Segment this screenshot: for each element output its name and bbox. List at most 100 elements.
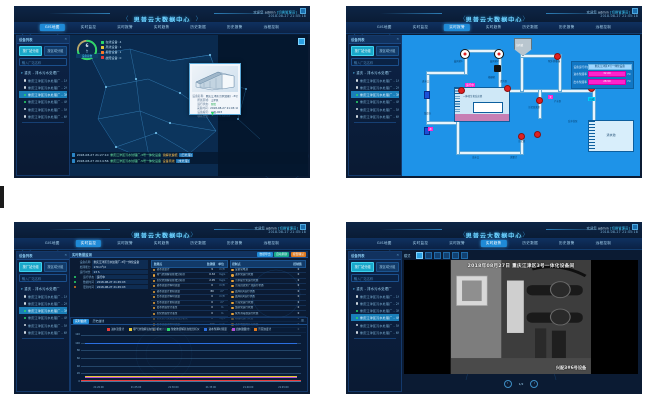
tab-remote-control[interactable]: 远程控制 (595, 241, 612, 246)
tree-node-3[interactable]: 重庆江津区污水处理厂 - 3号一体化设备 (351, 307, 399, 314)
close-icon[interactable]: ✕ (396, 253, 399, 258)
segment-by-station[interactable]: 按厂站分组 (19, 46, 43, 56)
close-icon[interactable]: ✕ (64, 253, 67, 258)
search-input[interactable]: 输入厂站名称 ⌕ (351, 273, 399, 283)
ticker-row-2[interactable]: 2018-08-27 20:14:56 重庆江津区污水处理厂-5号一体化设备 设… (70, 158, 308, 164)
inlet-freq-field[interactable]: 32.00 (588, 71, 626, 78)
tab-remote-control[interactable]: 远程控制 (263, 25, 280, 30)
tab-realtime-monitor[interactable]: 实时监控 (412, 25, 429, 30)
map-marker-selected[interactable] (211, 112, 214, 116)
valve-7[interactable] (534, 131, 541, 138)
tree-node-6[interactable]: 重庆江津区污水处理厂 - 6号一体化设备 (351, 329, 399, 336)
layout-4x4-button[interactable] (443, 252, 450, 260)
tree-node-6[interactable]: 重庆江津区污水处理厂 - 6号一体化设备 (19, 113, 67, 120)
logout-icon[interactable] (632, 224, 638, 230)
tab-history-alarm[interactable]: 历史报警 (226, 241, 243, 246)
layout-3x3-button[interactable] (434, 252, 441, 260)
tree-root[interactable]: ▾ 重庆 - 排水污水处理厂 (21, 71, 60, 76)
blower-gauge-2[interactable] (494, 49, 504, 59)
tab-realtime-trend[interactable]: 实时趋势 (153, 241, 170, 246)
search-input[interactable]: 输入厂站名称 ⌕ (19, 273, 67, 283)
segment-by-station[interactable]: 按厂站分组 (351, 262, 375, 272)
segment-by-station[interactable]: 按厂站分组 (19, 262, 43, 272)
segment-by-region[interactable]: 按区域分组 (43, 262, 67, 272)
gis-map[interactable]: 6 台 设备总数 在线设备: 4 离线设备: 1 报警设备: 1 故障设备: 0 (70, 35, 308, 176)
tree-node-2[interactable]: 重庆江津区污水处理厂 - 2号一体化设备 (19, 84, 67, 91)
tree-node-1[interactable]: 重庆江津区污水处理厂 - 1号一体化设备 (19, 293, 67, 300)
tree-node-3[interactable]: 重庆江津区污水处理厂 - 3号一体化设备 (351, 91, 399, 99)
device-info-popup[interactable]: 设备名称:重庆江津区污水处理厂-3号一体化设备 所属区域:江津区 运行状态:在线… (189, 63, 241, 117)
search-icon[interactable]: ⌕ (22, 59, 24, 64)
ticker-row-1[interactable]: 2018-08-27 21:27:10 重庆江津区污水处理厂-3号一体化设备 溶… (70, 152, 308, 158)
switch-admin-link[interactable]: [切换管理员] (610, 10, 630, 15)
search-icon[interactable]: ⌕ (354, 59, 356, 64)
tree-node-5[interactable]: 重庆江津区污水处理厂 - 5号一体化设备 (351, 321, 399, 328)
tree-node-5[interactable]: 重庆江津区污水处理厂 - 5号一体化设备 (351, 105, 399, 112)
tab-history-alarm[interactable]: 历史报警 (558, 241, 575, 246)
tab-history-data[interactable]: 历史数据 (522, 25, 538, 30)
menu-icon[interactable]: ☰ (301, 319, 304, 323)
fan-icon[interactable] (494, 65, 501, 72)
tree-node-1[interactable]: 重庆江津区污水处理厂 - 1号一体化设备 (19, 77, 67, 84)
segment-by-station[interactable]: 按厂站分组 (351, 46, 375, 56)
tree-node-6[interactable]: 重庆江津区污水处理厂 - 6号一体化设备 (351, 113, 399, 120)
search-icon[interactable]: ⌕ (22, 275, 24, 280)
tab-realtime-alarm[interactable]: 实时报警 (117, 241, 133, 246)
dosing-silo[interactable] (514, 38, 532, 56)
valve-3[interactable] (536, 97, 543, 104)
tree-node-3[interactable]: 重庆江津区污水处理厂 - 3号一体化设备 (19, 91, 67, 99)
tab-realtime-monitor[interactable]: 实时监控 (80, 25, 97, 30)
tab-gis-map[interactable]: GIS地图 (44, 241, 60, 246)
tree-node-4[interactable]: 重庆江津区污水处理厂 - 4号一体化设备 (351, 314, 399, 322)
auto-refresh-button[interactable]: 自动刷新 (274, 251, 290, 257)
outlet-freq-field[interactable]: 28.50 (588, 78, 626, 86)
tab-realtime-alarm[interactable]: 实时报警 (449, 241, 465, 246)
tab-realtime-trend[interactable]: 实时趋势 (480, 240, 507, 248)
tree-node-1[interactable]: 重庆江津区污水处理厂 - 1号一体化设备 (351, 293, 399, 300)
tab-remote-control[interactable]: 远程控制 (263, 241, 280, 246)
tab-gis-map[interactable]: GIS地图 (39, 24, 65, 32)
tree-node-4[interactable]: 重庆江津区污水处理厂 - 4号一体化设备 (19, 314, 67, 321)
tree-root[interactable]: ▾ 重庆 - 排水污水处理厂 (353, 287, 392, 292)
tab-history-data[interactable]: 历史数据 (190, 25, 206, 30)
tree-node-2[interactable]: 重庆江津区污水处理厂 - 2号一体化设备 (19, 300, 67, 307)
tab-realtime-monitor[interactable]: 实时监控 (75, 240, 102, 248)
tree-root[interactable]: ▾ 重庆 - 排水污水处理厂 (21, 287, 60, 292)
tab-realtime-monitor[interactable]: 实时监控 (412, 241, 429, 246)
tab-realtime-alarm[interactable]: 实时报警 (117, 25, 133, 30)
layout-wide-button[interactable] (452, 252, 459, 260)
fullscreen-icon[interactable] (298, 38, 305, 45)
switch-admin-link[interactable]: [切换管理员] (610, 226, 630, 231)
tree-node-4[interactable]: 重庆江津区污水处理厂 - 4号一体化设备 (19, 98, 67, 105)
search-input[interactable]: 输入厂站名称 ⌕ (19, 57, 67, 67)
butterfly-valve-1[interactable] (424, 91, 430, 99)
segment-by-region[interactable]: 按区域分组 (375, 262, 399, 272)
switch-admin-link[interactable]: [切换管理员] (276, 10, 297, 15)
close-icon[interactable]: ✕ (396, 37, 399, 42)
layout-1x1-button[interactable] (416, 252, 423, 260)
logout-icon[interactable] (300, 8, 306, 14)
tree-node-4[interactable]: 重庆江津区污水处理厂 - 4号一体化设备 (351, 98, 399, 105)
tab-realtime-trend[interactable]: 实时趋势 (153, 25, 170, 30)
tab-history-data[interactable]: 历史数据 (522, 241, 538, 246)
valve-4[interactable] (554, 53, 561, 60)
tab-remote-control[interactable]: 远程控制 (595, 25, 612, 30)
video-frame[interactable]: 2018年08月27日 重庆江津区3号一体化设备间 兴配3#6号设备 (450, 260, 592, 374)
tree-node-5[interactable]: 重庆江津区污水处理厂 - 5号一体化设备 (19, 321, 67, 328)
chevron-left-icon[interactable]: ‹ (503, 380, 512, 388)
tree-node-6[interactable]: 重庆江津区污水处理厂 - 6号一体化设备 (19, 329, 67, 336)
layout-2x2-button[interactable] (425, 252, 432, 260)
butterfly-valve-2[interactable] (424, 127, 430, 135)
logout-icon[interactable] (632, 8, 638, 14)
tab-history-curve[interactable]: 历史曲线 (92, 319, 105, 324)
search-icon[interactable]: ⌕ (354, 275, 356, 280)
tab-realtime-alarm[interactable]: 实时报警 (444, 24, 470, 32)
layout-full-button[interactable] (461, 252, 468, 260)
tab-realtime-curve[interactable]: 实时曲线 (73, 318, 89, 324)
tab-history-alarm[interactable]: 历史报警 (226, 25, 243, 30)
tab-history-data[interactable]: 历史数据 (190, 241, 206, 246)
trend-plot[interactable]: 120 100 80 60 40 20 0 21:20:00 21:25:00 (75, 333, 301, 389)
logout-icon[interactable] (300, 224, 306, 230)
blower-gauge-1[interactable] (460, 49, 470, 59)
control-panel[interactable]: 设备运行状态 重庆江津区3号一体化设备 进水泵频率 32.00 Hz 出水泵频率… (571, 61, 634, 89)
